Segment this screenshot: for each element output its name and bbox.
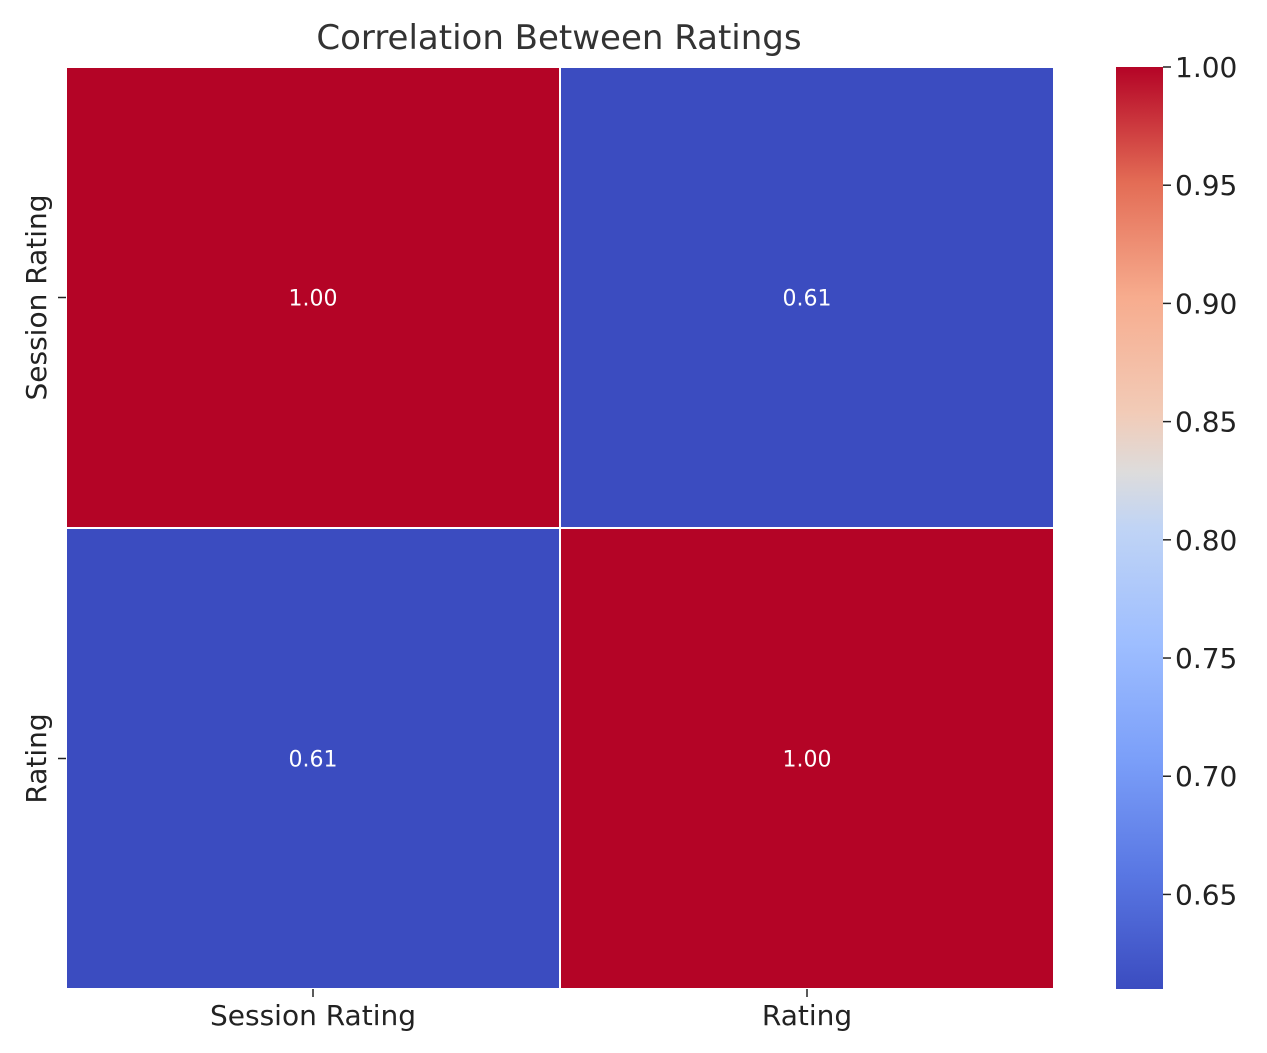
colorbar-tick-label: 0.90 (1175, 287, 1237, 320)
colorbar-gradient (1116, 67, 1163, 989)
colorbar-tick-label: 0.65 (1175, 878, 1237, 911)
colorbar-tick-label: 1.00 (1175, 51, 1237, 84)
chart-title: Correlation Between Ratings (316, 18, 801, 58)
heatmap-cell-labels: 1.00 0.61 0.61 1.00 (289, 287, 832, 773)
colorbar-tick-label: 0.95 (1175, 169, 1237, 202)
x-tick-label: Rating (762, 999, 852, 1032)
cell-value-label: 1.00 (783, 748, 832, 773)
colorbar-tick-label: 0.85 (1175, 406, 1237, 439)
colorbar-tick-label: 0.70 (1175, 760, 1237, 793)
x-tick-label: Session Rating (210, 999, 416, 1032)
y-axis: Session Rating Rating (20, 194, 66, 804)
heatmap-cell (65, 66, 561, 529)
y-tick-label: Rating (20, 713, 53, 803)
cell-value-label: 1.00 (289, 287, 338, 312)
heatmap-cell (559, 66, 1055, 529)
heatmap-cell (65, 527, 561, 990)
x-axis: Session Rating Rating (210, 989, 852, 1032)
colorbar-tick-label: 0.80 (1175, 524, 1237, 557)
colorbar-tick-label: 0.75 (1175, 642, 1237, 675)
cell-value-label: 0.61 (783, 287, 832, 312)
cell-value-label: 0.61 (289, 748, 338, 773)
colorbar: 0.65 0.70 0.75 0.80 0.85 0.90 0.95 1.00 (1116, 51, 1237, 989)
y-tick-label: Session Rating (20, 194, 53, 400)
heatmap-cells (65, 66, 1055, 990)
heatmap-cell (559, 527, 1055, 990)
